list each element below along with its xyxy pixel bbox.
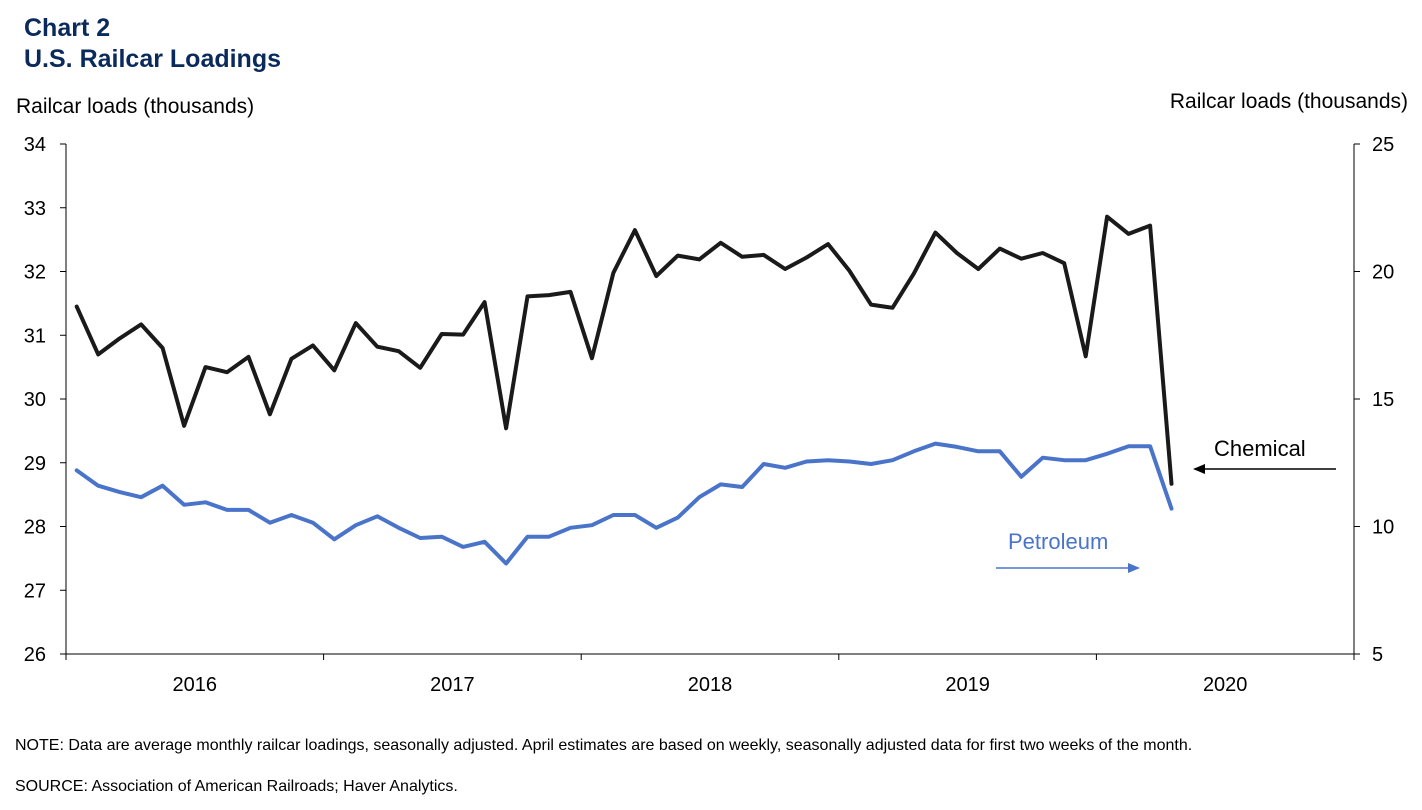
left-y-tick-label: 31 — [24, 325, 46, 347]
chart-source: SOURCE: Association of American Railroad… — [15, 778, 458, 795]
left-y-tick-label: 32 — [24, 262, 46, 284]
right-y-tick-label: 10 — [1372, 517, 1394, 539]
left-y-tick-label: 26 — [24, 644, 46, 666]
series-line-chemical — [74, 214, 1174, 486]
left-y-tick-label: 27 — [24, 580, 46, 602]
chart-note: NOTE: Data are average monthly railcar l… — [15, 737, 1193, 754]
x-tick-label: 2017 — [430, 674, 475, 696]
x-tick-label: 2016 — [173, 674, 218, 696]
left-y-tick-label: 34 — [24, 134, 46, 156]
x-tick-label: 2020 — [1203, 674, 1248, 696]
petroleum-annotation-arrowhead — [1128, 563, 1140, 573]
petroleum-annotation-label: Petroleum — [1008, 529, 1108, 554]
left-y-tick-label: 33 — [24, 198, 46, 220]
chemical-annotation-label: Chemical — [1214, 436, 1306, 461]
x-tick-label: 2019 — [945, 674, 990, 696]
left-y-tick-label: 29 — [24, 453, 46, 475]
left-y-tick-label: 30 — [24, 389, 46, 411]
right-y-tick-label: 25 — [1372, 134, 1394, 156]
chart-number: Chart 2 — [24, 14, 111, 42]
chart-title: U.S. Railcar Loadings — [24, 45, 282, 73]
series-line-petroleum — [74, 441, 1174, 566]
left-y-tick-label: 28 — [24, 517, 46, 539]
x-tick-label: 2018 — [688, 674, 733, 696]
left-axis-label: Railcar loads (thousands) — [16, 95, 255, 118]
chemical-annotation-arrowhead — [1193, 464, 1205, 474]
right-axis-label: Railcar loads (thousands) — [1169, 90, 1408, 113]
right-y-tick-label: 15 — [1372, 389, 1394, 411]
right-y-tick-label: 5 — [1372, 644, 1383, 666]
right-y-tick-label: 20 — [1372, 262, 1394, 284]
